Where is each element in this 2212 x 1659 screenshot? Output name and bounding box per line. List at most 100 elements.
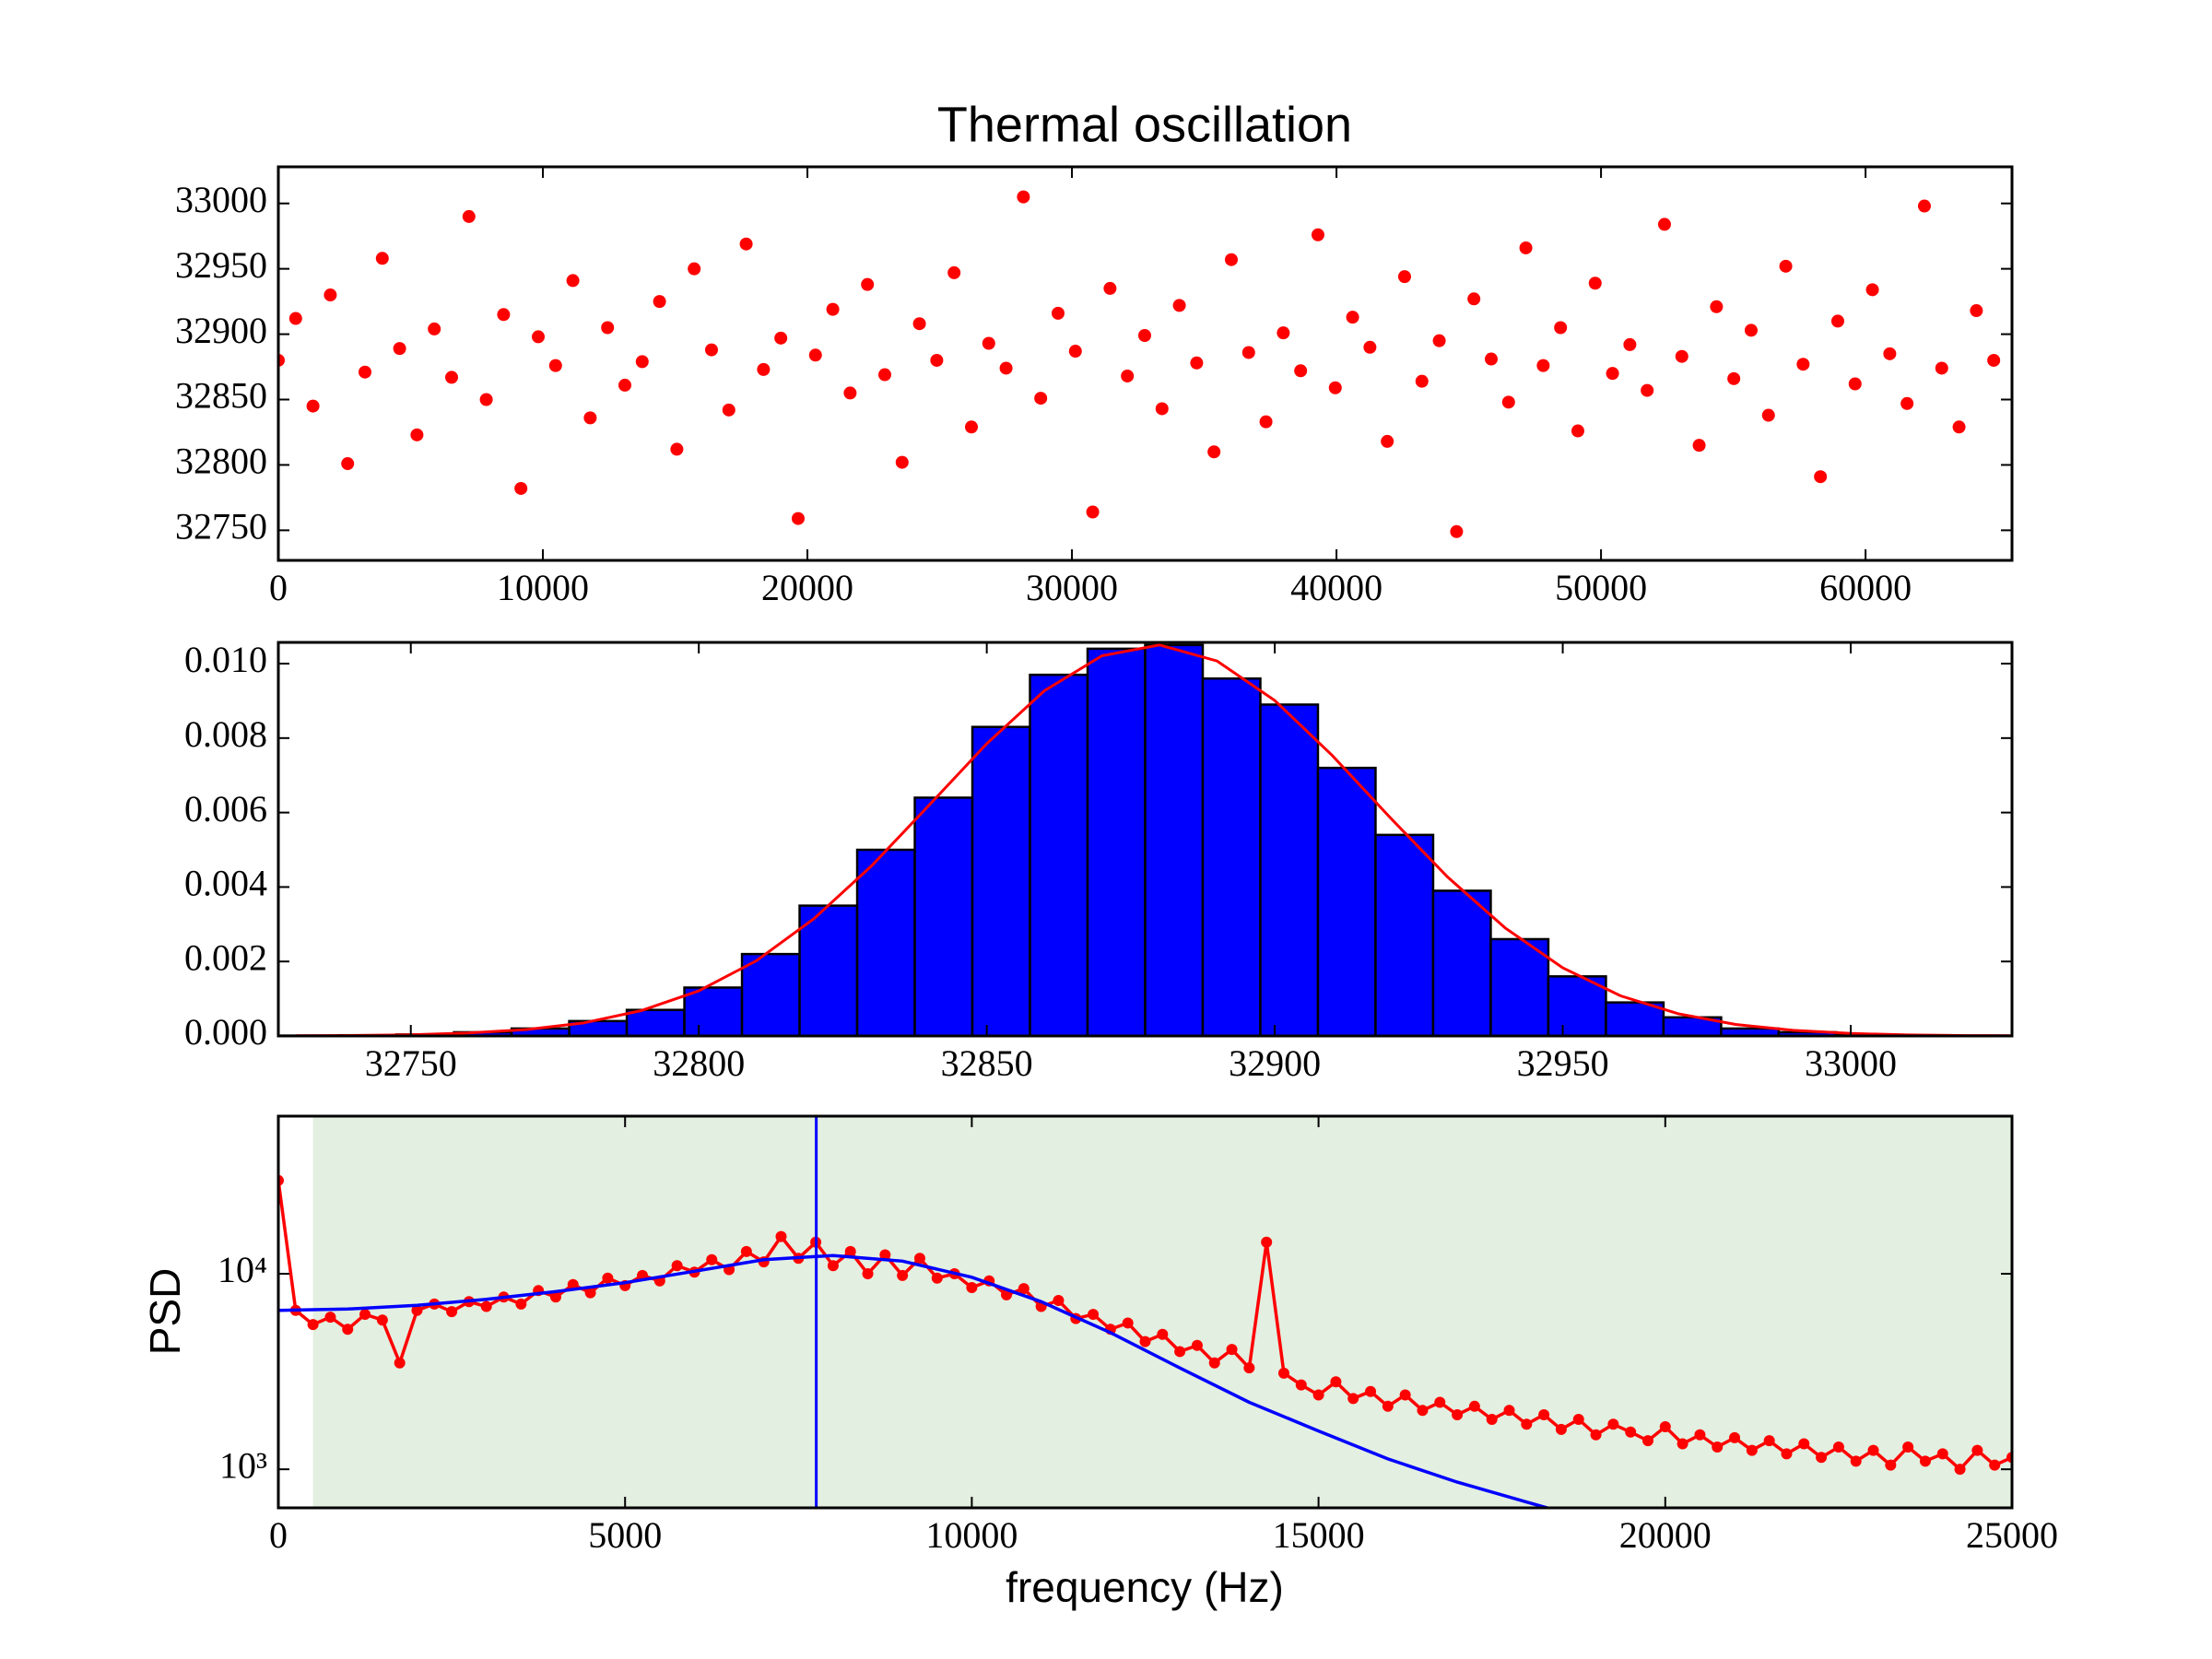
scatter-point xyxy=(1397,270,1411,284)
line-marker xyxy=(844,1245,856,1257)
scatter-point xyxy=(999,361,1013,375)
scatter-point xyxy=(1675,349,1688,363)
scatter-point xyxy=(1935,361,1948,375)
scatter-point xyxy=(566,274,580,288)
line-marker xyxy=(324,1312,336,1324)
line-marker xyxy=(1746,1444,1758,1456)
scatter-point xyxy=(1830,314,1844,328)
x-axis-label: frequency (Hz) xyxy=(1006,1563,1284,1611)
scatter-point xyxy=(930,353,944,367)
y-tick-label: 0.000 xyxy=(184,1011,267,1053)
scatter-point xyxy=(618,378,631,392)
scatter-point xyxy=(1450,524,1464,538)
line-marker xyxy=(931,1272,943,1284)
histogram-bar xyxy=(855,848,916,1036)
scatter-point xyxy=(1727,371,1741,385)
scatter-point xyxy=(912,317,926,331)
scatter-point xyxy=(1294,364,1308,378)
scatter-point xyxy=(1381,434,1394,448)
line-marker xyxy=(1417,1405,1429,1417)
x-tick-label: 32800 xyxy=(653,1042,745,1084)
line-marker xyxy=(1243,1362,1255,1374)
scatter-point xyxy=(947,265,961,279)
line-marker xyxy=(1919,1455,1931,1467)
scatter-point xyxy=(964,420,978,434)
scatter-point xyxy=(1051,306,1065,320)
y-tick-label: 0.004 xyxy=(184,863,267,904)
line-marker xyxy=(1434,1396,1446,1408)
scatter-point xyxy=(306,399,320,413)
scatter-point xyxy=(375,252,389,265)
line-marker xyxy=(1677,1438,1688,1450)
line-marker xyxy=(1607,1418,1619,1430)
y-axis-label: PSD xyxy=(141,1268,189,1356)
scatter-point xyxy=(1346,311,1359,324)
scatter-point xyxy=(1865,283,1879,297)
scatter-point xyxy=(1363,340,1377,354)
line-marker xyxy=(913,1253,925,1265)
scatter-point xyxy=(1207,445,1221,459)
line-marker xyxy=(1157,1328,1169,1340)
scatter-point xyxy=(444,371,458,384)
line xyxy=(278,1253,1554,1508)
line-marker xyxy=(1694,1429,1706,1441)
x-tick-label: 20000 xyxy=(761,567,853,608)
scatter-point xyxy=(1571,424,1584,438)
scatter-point xyxy=(1606,367,1619,381)
scatter-point xyxy=(1987,353,2001,367)
scatter-point xyxy=(583,411,597,425)
axes-frame xyxy=(276,1114,2014,1510)
scatter-point xyxy=(791,512,805,525)
scatter-point xyxy=(1086,505,1100,519)
scatter-point xyxy=(1415,374,1429,388)
y-tick-label: 0.010 xyxy=(184,639,267,680)
line-marker xyxy=(1208,1357,1220,1369)
scatter-point xyxy=(358,365,371,379)
line-marker xyxy=(602,1272,614,1284)
line-marker xyxy=(1174,1346,1186,1358)
line-marker xyxy=(1798,1438,1810,1450)
x-tick-label: 40000 xyxy=(1290,567,1382,608)
y-tick-label: 33000 xyxy=(175,179,267,220)
scatter-point xyxy=(1848,377,1862,391)
line-marker xyxy=(1365,1385,1377,1397)
x-tick-label: 32850 xyxy=(941,1042,1033,1084)
line-marker xyxy=(1625,1426,1637,1438)
line-marker xyxy=(1712,1441,1724,1453)
line-marker xyxy=(394,1357,406,1369)
line-marker xyxy=(879,1249,891,1261)
line-marker xyxy=(376,1314,388,1326)
scatter-point xyxy=(704,343,718,357)
scatter-point xyxy=(1484,352,1498,366)
scatter-point xyxy=(1917,199,1931,213)
scatter-point xyxy=(843,386,857,400)
x-tick-label: 5000 xyxy=(588,1514,662,1556)
line-marker xyxy=(1486,1414,1498,1426)
line-marker xyxy=(1971,1444,1983,1456)
line-marker xyxy=(1590,1429,1602,1441)
line-marker xyxy=(1312,1389,1324,1401)
line-marker xyxy=(515,1298,527,1310)
y-tick-label: 32750 xyxy=(175,506,267,547)
scatter-point xyxy=(1432,334,1446,347)
scatter-point xyxy=(739,237,753,251)
y-tick-label: 0.008 xyxy=(184,713,267,755)
y-tick-label: 0.002 xyxy=(184,936,267,978)
line-marker xyxy=(671,1260,683,1272)
scatter-point xyxy=(826,302,840,316)
line-marker xyxy=(1989,1459,2001,1471)
x-tick-label: 32950 xyxy=(1517,1042,1609,1084)
scatter-point xyxy=(1068,345,1082,359)
line-marker xyxy=(1885,1459,1897,1471)
scatter-point xyxy=(808,348,822,362)
scatter-point xyxy=(1883,347,1897,360)
scatter-point xyxy=(1277,326,1290,340)
scatter-point xyxy=(1814,470,1828,484)
line-marker xyxy=(1659,1421,1671,1433)
line-marker xyxy=(862,1268,874,1280)
x-tick-label: 15000 xyxy=(1273,1514,1365,1556)
line-marker xyxy=(1555,1423,1567,1435)
x-tick-label: 10000 xyxy=(497,567,589,608)
axes-frame xyxy=(276,641,2014,1038)
scatter-point xyxy=(1952,420,1966,434)
